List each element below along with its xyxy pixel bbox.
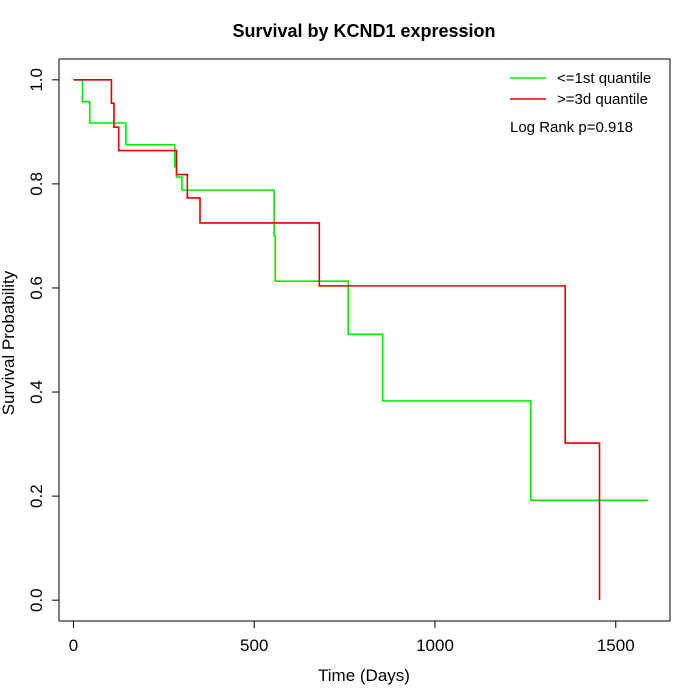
x-tick-label: 500	[240, 636, 268, 655]
legend-label-low: <=1st quantile	[557, 70, 651, 87]
y-tick-label: 0.2	[27, 484, 46, 508]
x-axis-label: Time (Days)	[318, 666, 410, 685]
plot-frame	[58, 58, 671, 622]
y-axis-label: Survival Probability	[0, 270, 18, 415]
y-tick-label: 0.4	[27, 380, 46, 404]
series-layer	[73, 79, 649, 601]
x-tick-label: 1500	[597, 636, 635, 655]
y-tick-label: 0.8	[27, 172, 46, 196]
legend-label-high: >=3d quantile	[557, 91, 648, 108]
series-low-quantile-curve	[73, 79, 649, 502]
y-axis: 0.0 0.2 0.4 0.6 0.8 1.0	[27, 68, 60, 612]
y-tick-label: 0.6	[27, 276, 46, 300]
x-tick-label: 1000	[416, 636, 454, 655]
legend: <=1st quantile >=3d quantile Log Rank p=…	[510, 70, 651, 136]
log-rank-annotation: Log Rank p=0.918	[510, 119, 633, 136]
chart-title: Survival by KCND1 expression	[232, 21, 495, 41]
y-tick-label: 1.0	[27, 68, 46, 92]
series-high-quantile-curve	[73, 79, 601, 601]
x-axis: 0 500 1000 1500	[69, 620, 635, 655]
y-tick-label: 0.0	[27, 588, 46, 612]
x-tick-label: 0	[69, 636, 78, 655]
